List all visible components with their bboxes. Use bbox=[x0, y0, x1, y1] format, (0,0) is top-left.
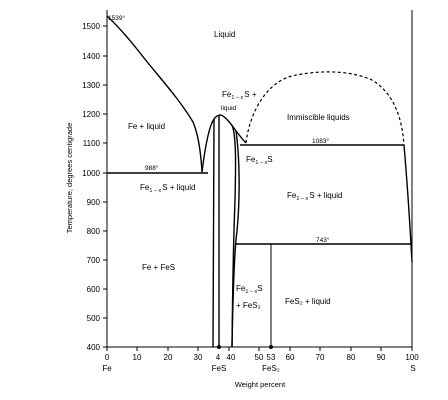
fes-phase-left-boundary bbox=[212, 118, 215, 348]
region-immiscible-liquids: Immiscible liquids bbox=[287, 113, 350, 122]
region-fes-liquid-top-liquid: liquid bbox=[221, 105, 237, 112]
x-tick-60: 60 bbox=[286, 353, 295, 362]
x-tick-80: 80 bbox=[347, 353, 356, 362]
region-fes2-liquid: FeS₂ + liquid bbox=[285, 297, 331, 306]
compound-label-fes2: FeS₂ bbox=[262, 364, 280, 373]
y-tick-400: 400 bbox=[87, 343, 101, 352]
temp-label-988: 988° bbox=[145, 164, 159, 172]
y-ticks bbox=[103, 25, 107, 348]
fe-liquidus-curve bbox=[106, 15, 203, 173]
temp-label-1083: 1083° bbox=[312, 137, 329, 145]
fes-phase-right-boundary bbox=[231, 124, 237, 348]
x-tick-90: 90 bbox=[377, 353, 386, 362]
x-axis-title: Weight percent bbox=[235, 380, 286, 389]
temp-label-1539: 1539° bbox=[108, 14, 125, 22]
x-tick-fes2-value: 53 bbox=[267, 353, 276, 362]
fes-liquidus-left-curve bbox=[201, 114, 222, 173]
y-tick-500: 500 bbox=[87, 314, 101, 323]
y-tick-1400: 1400 bbox=[82, 52, 100, 61]
region-fe-liquid: Fe + liquid bbox=[128, 122, 165, 131]
fes-phase-right-boundary-2 bbox=[231, 130, 240, 348]
x-tick-50: 50 bbox=[255, 353, 264, 362]
x-tick-20: 20 bbox=[164, 353, 173, 362]
region-fe-fes: Fe + FeS bbox=[142, 263, 175, 272]
region-fes-liquid-right: Fe1 – xS + liquid bbox=[287, 191, 342, 202]
immiscibility-dome bbox=[245, 71, 405, 146]
x-tick-0: 0 bbox=[105, 353, 110, 362]
y-tick-700: 700 bbox=[87, 256, 101, 265]
y-axis-title: Temperature, degrees centigrade bbox=[65, 123, 74, 233]
liquidus-right-descending bbox=[403, 144, 413, 263]
x-tick-fes-value: 4 bbox=[216, 353, 221, 362]
temp-label-743: 743° bbox=[316, 236, 330, 244]
x-tick-100: 100 bbox=[405, 353, 419, 362]
y-tick-labels: 400 500 600 700 800 900 1000 1100 1200 1… bbox=[82, 22, 100, 352]
y-tick-1100: 1100 bbox=[83, 139, 101, 148]
compound-label-fes: FeS bbox=[212, 364, 227, 373]
region-fes-fes2-line2: + FeS₂ bbox=[236, 301, 261, 310]
x-tick-70: 70 bbox=[316, 353, 325, 362]
x-end-label-fe: Fe bbox=[102, 364, 112, 373]
x-ticks bbox=[106, 347, 413, 351]
region-fes-liquid-top: Fe1 – xS + bbox=[222, 90, 257, 101]
y-tick-1000: 1000 bbox=[82, 169, 100, 178]
y-tick-800: 800 bbox=[87, 227, 101, 236]
x-tick-10: 10 bbox=[133, 353, 142, 362]
x-end-label-s: S bbox=[410, 364, 415, 373]
x-tick-labels: 0 10 20 30 40 50 60 70 80 90 100 4 53 bbox=[105, 353, 419, 362]
x-tick-30: 30 bbox=[194, 353, 203, 362]
y-tick-1200: 1200 bbox=[82, 110, 100, 119]
region-fes-liquid-left: Fe1 – xS + liquid bbox=[140, 183, 195, 194]
region-liquid: Liquid bbox=[214, 30, 235, 39]
y-tick-1300: 1300 bbox=[82, 81, 100, 90]
y-tick-900: 900 bbox=[87, 198, 101, 207]
region-fes-fes2: Fe1 – xS bbox=[236, 284, 263, 295]
y-tick-600: 600 bbox=[87, 285, 101, 294]
x-tick-40: 40 bbox=[227, 353, 236, 362]
y-tick-1500: 1500 bbox=[82, 22, 100, 31]
region-fes-phase: Fe1 – xS bbox=[246, 155, 273, 166]
